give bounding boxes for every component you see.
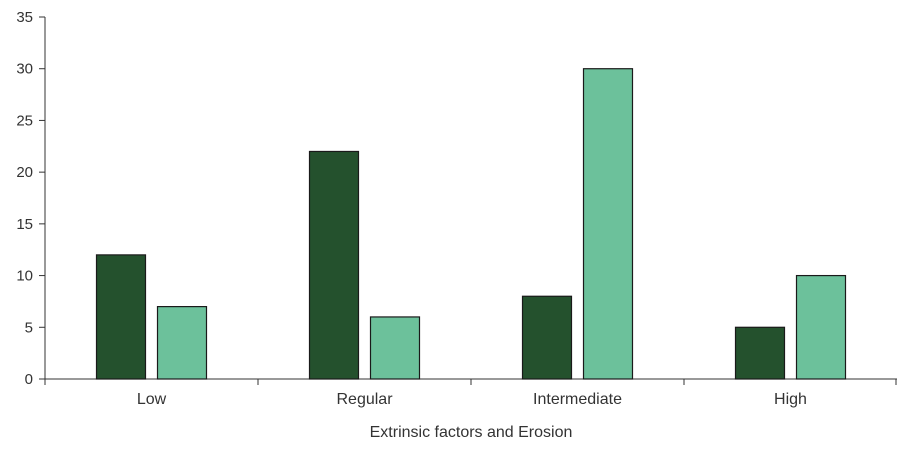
x-tick-label: High [774,391,807,408]
bar-regular-series-2 [369,316,421,380]
x-tick-label: Regular [336,391,393,408]
y-tick-label: 0 [25,371,33,388]
bar-low-series-1 [95,254,147,380]
bars [95,68,847,380]
y-tick-label: 15 [16,216,33,233]
bar-low-series-2 [156,306,208,380]
x-axis: Low Regular Intermediate High [44,378,897,408]
y-axis: 0 5 10 15 20 25 30 35 [16,9,46,388]
bar-high-series-1 [734,326,786,380]
x-axis-title: Extrinsic factors and Erosion [370,424,573,441]
y-tick-label: 5 [25,319,33,336]
bar-intermediate-series-2 [582,68,634,380]
y-tick-label: 35 [16,9,33,26]
bar-high-series-2 [795,274,847,380]
y-tick-label: 10 [16,268,33,285]
bar-regular-series-1 [308,150,360,380]
x-tick-label: Low [137,391,167,408]
y-tick-label: 30 [16,61,33,78]
bar-intermediate-series-1 [521,295,573,380]
x-tick-label: Intermediate [533,391,622,408]
y-tick-label: 25 [16,112,33,129]
y-tick-label: 20 [16,164,33,181]
